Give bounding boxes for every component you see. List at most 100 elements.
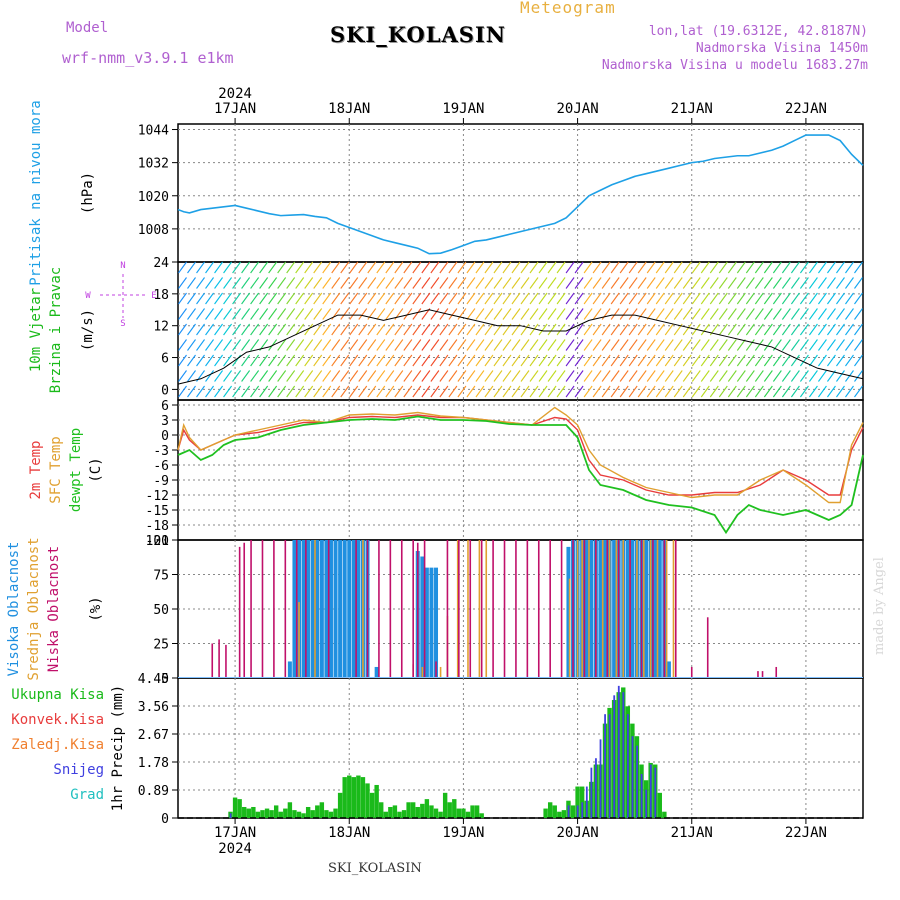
wind-barb xyxy=(673,354,683,367)
wind-barb xyxy=(664,308,674,320)
wind-barb xyxy=(799,385,809,398)
wind-barb xyxy=(313,292,323,305)
precip-bar-snow xyxy=(645,789,648,818)
wind-barb xyxy=(718,354,728,367)
wind-barb xyxy=(259,277,269,289)
wind-barb xyxy=(574,277,584,289)
wind-barb xyxy=(448,308,458,320)
wind-barb xyxy=(574,261,584,274)
wind-barb xyxy=(664,277,674,289)
wind-barb xyxy=(736,370,746,382)
wind-barb xyxy=(781,277,791,289)
wind-barb xyxy=(520,339,530,351)
top-day-label: 21JAN xyxy=(671,101,713,117)
wind-barb xyxy=(331,385,341,398)
wind-barb xyxy=(340,261,350,274)
wind-barb xyxy=(538,277,548,289)
wind-barb xyxy=(727,261,737,274)
wind-barb xyxy=(349,261,359,274)
wind-barb xyxy=(286,370,296,382)
wind-barb xyxy=(340,308,350,320)
wind-barb xyxy=(295,308,305,320)
wind-compass-w: W xyxy=(85,291,91,301)
clouds-ytick-label: 0 xyxy=(161,672,169,687)
wind-barb xyxy=(187,354,196,367)
precip-bar-total xyxy=(310,810,315,818)
wind-barb xyxy=(475,277,485,289)
precip-bar-total xyxy=(264,808,270,818)
wind-barb xyxy=(619,354,629,367)
wind-barb xyxy=(836,308,845,320)
wind-barb xyxy=(340,339,350,351)
wind-barb xyxy=(619,261,629,274)
wind-barb xyxy=(772,261,782,274)
wind-barb xyxy=(709,370,719,382)
credit-label: made by Angel xyxy=(872,557,887,655)
precip-bar-total xyxy=(301,813,306,818)
wind-barb xyxy=(376,354,386,367)
wind-barb xyxy=(349,277,359,289)
wind-barb xyxy=(601,261,611,274)
precip-bar-total xyxy=(415,806,420,818)
wind-barb xyxy=(574,385,584,398)
wind-barb xyxy=(178,385,187,398)
wind-barb xyxy=(655,370,665,382)
wind-barb xyxy=(854,385,863,398)
precip-bar-total xyxy=(305,806,311,818)
wind-barb xyxy=(205,339,214,351)
wind-barb xyxy=(772,277,782,289)
wind-barb xyxy=(493,261,503,274)
wind-barb xyxy=(412,308,422,320)
wind-barb xyxy=(637,261,647,274)
wind-barb xyxy=(394,292,404,305)
wind-barb xyxy=(827,292,836,305)
wind-barb xyxy=(466,261,476,274)
wind-barb xyxy=(691,354,701,367)
wind-barb xyxy=(214,370,224,382)
wind-barb xyxy=(277,323,287,336)
wind-ytick-label: 12 xyxy=(153,320,169,335)
wind-barb xyxy=(736,339,746,351)
wind-barb xyxy=(421,385,431,398)
precip-legend-4: Grad xyxy=(70,787,104,803)
precip-bar-total xyxy=(383,811,388,818)
wind-barb xyxy=(430,277,440,289)
model-label: Model xyxy=(66,20,109,36)
wind-barb xyxy=(178,308,187,320)
wind-barb xyxy=(448,385,458,398)
wind-barb xyxy=(376,323,386,336)
precip-bar-snow xyxy=(576,805,579,818)
wind-barb xyxy=(313,277,323,289)
wind-barb xyxy=(223,277,233,289)
wind-barb xyxy=(538,370,548,382)
wind-barb xyxy=(583,277,593,289)
wind-barb xyxy=(394,261,404,274)
top-day-label: 22JAN xyxy=(785,101,827,117)
wind-barb xyxy=(637,339,647,351)
clouds-ytick-label: 75 xyxy=(153,569,169,584)
wind-barb xyxy=(556,385,566,398)
wind-barb xyxy=(268,385,278,398)
wind-barb xyxy=(538,261,548,274)
wind-barb xyxy=(682,339,692,351)
precip-bar-total xyxy=(388,806,393,818)
wind-barb xyxy=(241,292,251,305)
wind-compass-n: N xyxy=(120,261,125,271)
wind-barb xyxy=(547,292,557,305)
wind-barb xyxy=(232,292,242,305)
wind-barb xyxy=(763,261,773,274)
wind-barb xyxy=(502,385,512,398)
wind-barb xyxy=(601,354,611,367)
wind-barb xyxy=(601,385,611,398)
wind-barb xyxy=(376,385,386,398)
wind-barb xyxy=(601,323,611,336)
wind-barb xyxy=(430,308,440,320)
precip-bar-total xyxy=(319,802,325,818)
wind-barb xyxy=(421,354,431,367)
precip-bar-snow xyxy=(604,714,606,818)
wind-barb xyxy=(457,277,467,289)
precip-bar-total xyxy=(410,802,416,818)
wind-barb xyxy=(845,323,854,336)
wind-barb xyxy=(646,339,656,351)
wind-barb xyxy=(854,277,863,289)
